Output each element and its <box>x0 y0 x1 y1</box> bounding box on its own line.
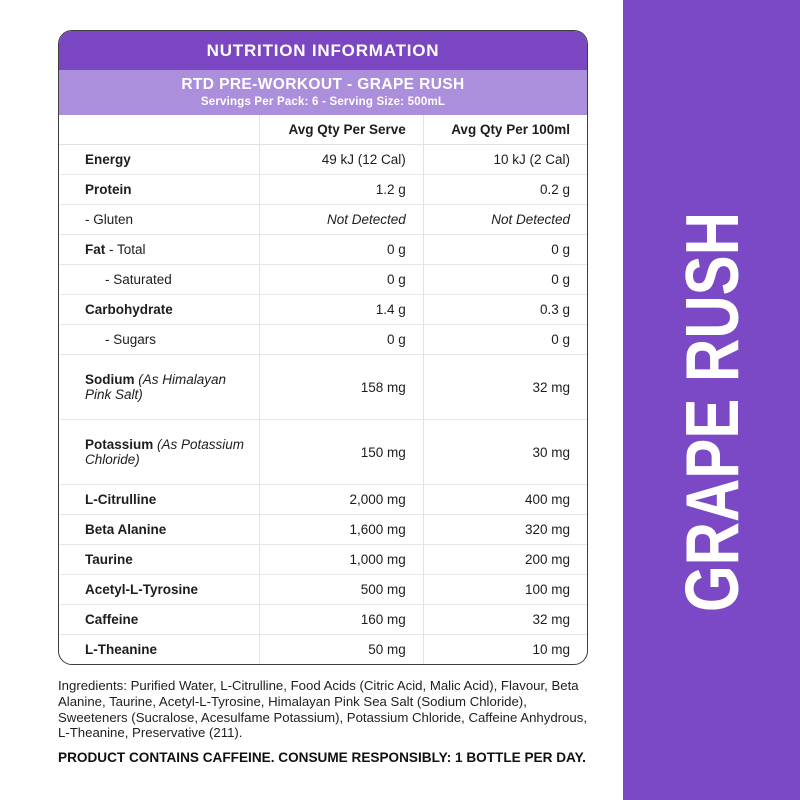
row-label: Protein <box>59 174 260 205</box>
caffeine-warning: PRODUCT CONTAINS CAFFEINE. CONSUME RESPO… <box>58 750 586 766</box>
table-row: Carbohydrate 1.4 g 0.3 g <box>59 294 587 325</box>
value-per-serve: 1.4 g <box>259 294 424 325</box>
row-label: Acetyl-L-Tyrosine <box>59 574 260 605</box>
value-per-serve: Not Detected <box>259 204 424 235</box>
value-per-100ml: 100 mg <box>422 574 587 605</box>
label-box: NUTRITION INFORMATION RTD PRE-WORKOUT - … <box>58 30 588 665</box>
table-row: Energy 49 kJ (12 Cal) 10 kJ (2 Cal) <box>59 144 587 175</box>
value-per-100ml: 10 kJ (2 Cal) <box>422 144 587 175</box>
table-row: Acetyl-L-Tyrosine 500 mg 100 mg <box>59 574 587 605</box>
table-row: Protein 1.2 g 0.2 g <box>59 174 587 205</box>
flavor-name-vertical: GRAPE RUSH <box>669 211 754 613</box>
row-label: Beta Alanine <box>59 514 260 545</box>
table-row: Taurine 1,000 mg 200 mg <box>59 544 587 575</box>
value-per-100ml: 200 mg <box>422 544 587 575</box>
row-label: Taurine <box>59 544 260 575</box>
product-subheader-bar: RTD PRE-WORKOUT - GRAPE RUSH Servings Pe… <box>59 70 587 115</box>
ingredients-text: Ingredients: Purified Water, L-Citrullin… <box>58 678 587 741</box>
row-label: Potassium (As Potassium Chloride) <box>59 419 260 485</box>
table-row: L-Citrulline 2,000 mg 400 mg <box>59 484 587 515</box>
row-label: Caffeine <box>59 604 260 635</box>
value-per-serve: 158 mg <box>259 354 424 420</box>
product-name: RTD PRE-WORKOUT - GRAPE RUSH <box>181 76 465 93</box>
value-per-100ml: Not Detected <box>422 204 587 235</box>
nutrition-label: NUTRITION INFORMATION RTD PRE-WORKOUT - … <box>58 30 588 765</box>
row-label: - Gluten <box>59 204 260 235</box>
value-per-serve: 0 g <box>259 324 424 355</box>
value-per-100ml: 32 mg <box>422 354 587 420</box>
row-label: - Sugars <box>59 324 260 355</box>
row-label: L-Theanine <box>85 642 158 657</box>
value-per-serve: 160 mg <box>259 604 424 635</box>
value-per-serve: 150 mg <box>259 419 424 485</box>
serving-info: Servings Per Pack: 6 - Serving Size: 500… <box>200 96 446 108</box>
row-label: Fat - Total <box>59 234 260 265</box>
table-row: - Gluten Not Detected Not Detected <box>59 204 587 235</box>
table-row: L-Theanine 50 mg 10 mg <box>59 634 587 664</box>
row-label: Sodium (As Himalayan Pink Salt) <box>59 354 260 420</box>
row-label: Energy <box>59 144 260 175</box>
column-header-per-100ml: Avg Qty Per 100ml <box>422 115 587 145</box>
value-per-serve: 1,000 mg <box>259 544 424 575</box>
value-per-100ml: 30 mg <box>422 419 587 485</box>
value-per-100ml: 0 g <box>422 324 587 355</box>
value-per-100ml: 0.3 g <box>422 294 587 325</box>
nutrition-header-bar: NUTRITION INFORMATION <box>59 31 587 70</box>
table-row: Beta Alanine 1,600 mg 320 mg <box>59 514 587 545</box>
value-per-100ml: 32 mg <box>422 604 587 635</box>
table-row: Sodium (As Himalayan Pink Salt) 158 mg 32 … <box>59 354 587 420</box>
value-per-serve: 50 mg <box>259 634 424 664</box>
row-label: Carbohydrate <box>59 294 260 325</box>
row-label: L-Citrulline <box>59 484 260 515</box>
value-per-serve: 500 mg <box>259 574 424 605</box>
column-header-empty <box>59 115 260 145</box>
table-head: Avg Qty Per Serve Avg Qty Per 100ml <box>59 115 587 145</box>
value-per-100ml: 400 mg <box>422 484 587 515</box>
row-label: - Saturated <box>59 264 260 295</box>
value-per-100ml: 10 mg <box>422 634 587 664</box>
value-per-100ml: 0 g <box>422 234 587 265</box>
value-per-100ml: 0.2 g <box>422 174 587 205</box>
value-per-serve: 1.2 g <box>259 174 424 205</box>
value-per-serve: 2,000 mg <box>259 484 424 515</box>
flavor-sidebar: GRAPE RUSH <box>623 0 800 800</box>
table-body: Energy 49 kJ (12 Cal) 10 kJ (2 Cal) Protein… <box>59 144 587 664</box>
column-header-per-serve: Avg Qty Per Serve <box>259 115 424 145</box>
nutrition-table: Avg Qty Per Serve Avg Qty Per 100ml Ener… <box>59 115 587 664</box>
table-row: Potassium (As Potassium Chloride) 150 mg 3… <box>59 419 587 485</box>
table-row: Caffeine 160 mg 32 mg <box>59 604 587 635</box>
value-per-serve: 1,600 mg <box>259 514 424 545</box>
nutrition-header-title: NUTRITION INFORMATION <box>206 41 440 60</box>
value-per-100ml: 320 mg <box>422 514 587 545</box>
value-per-100ml: 0 g <box>422 264 587 295</box>
table-header-row: Avg Qty Per Serve Avg Qty Per 100ml <box>59 115 587 145</box>
value-per-serve: 0 g <box>259 234 424 265</box>
value-per-serve: 0 g <box>259 264 424 295</box>
value-per-serve: 49 kJ (12 Cal) <box>259 144 424 175</box>
